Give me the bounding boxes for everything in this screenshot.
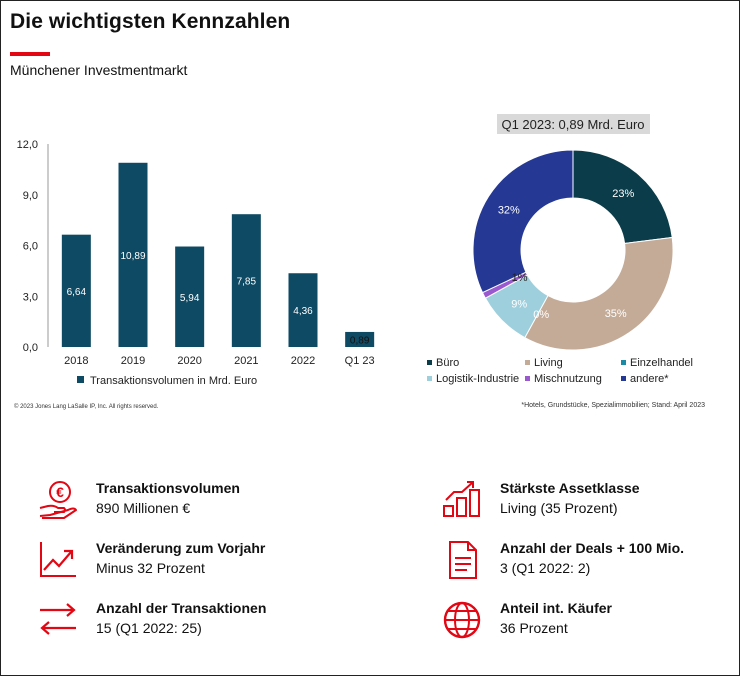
page-title: Die wichtigsten Kennzahlen	[10, 10, 291, 33]
kpi-value: Living (35 Prozent)	[500, 500, 618, 516]
document-icon	[449, 541, 477, 579]
legend-label: Büro	[436, 357, 459, 369]
bar-value-label: 0,89	[350, 335, 370, 346]
bar-value-label: 6,64	[67, 287, 87, 298]
y-tick-label: 6,0	[23, 241, 38, 253]
bar	[175, 246, 205, 347]
bar	[345, 331, 375, 347]
pie-title: Q1 2023: 0,89 Mrd. Euro	[501, 117, 644, 132]
slice-value-label: 32%	[498, 204, 520, 216]
x-tick-label: 2021	[234, 355, 258, 367]
page-subtitle: Münchener Investmentmarkt	[10, 62, 188, 78]
bar-value-label: 5,94	[180, 293, 200, 304]
slice-value-label: 35%	[605, 308, 627, 320]
y-tick-label: 0,0	[23, 342, 38, 354]
legend-label: Einzelhandel	[630, 357, 693, 369]
bar-value-label: 10,89	[120, 251, 145, 262]
legend-label: Logistik-Industrie	[436, 373, 519, 385]
copyright-note: © 2023 Jones Lang LaSalle IP, Inc. All r…	[14, 403, 159, 410]
legend-swatch	[525, 360, 530, 365]
legend-swatch	[427, 360, 432, 365]
bar	[61, 234, 91, 347]
bar	[118, 162, 148, 347]
slice-value-label: 0%	[533, 309, 549, 321]
kpi-label: Anzahl der Transaktionen	[96, 600, 267, 616]
legend-swatch	[525, 376, 530, 381]
kpi-label: Veränderung zum Vorjahr	[96, 540, 266, 556]
x-tick-label: Q1 23	[345, 355, 375, 367]
legend-swatch	[427, 376, 432, 381]
kpi-label: Stärkste Assetklasse	[500, 480, 640, 496]
x-tick-label: 2018	[64, 355, 88, 367]
kpi-value: Minus 32 Prozent	[96, 560, 205, 576]
kpi-label: Anteil int. Käufer	[500, 600, 613, 616]
y-tick-label: 9,0	[23, 190, 38, 202]
kpi-value: 36 Prozent	[500, 620, 568, 636]
slice-value-label: 9%	[511, 299, 527, 311]
legend-label: Living	[534, 357, 563, 369]
slice-value-label: 1%	[512, 272, 528, 284]
pie-footnote: *Hotels, Grundstücke, Spezialimmobilien;…	[521, 402, 705, 409]
legend-swatch	[621, 376, 626, 381]
kpi-label: Transaktionsvolumen	[96, 480, 240, 496]
y-tick-label: 3,0	[23, 291, 38, 303]
bar-chart: 0,0 3,0 6,0 9,0 12,0 6,64 10,89 5,94 7,85 4,36 0,…	[14, 139, 375, 410]
bar	[231, 214, 261, 347]
donut-slice	[524, 236, 674, 351]
kpi-label: Anzahl der Deals + 100 Mio.	[500, 540, 685, 556]
pie-title-box	[497, 114, 650, 134]
donut-chart: Q1 2023: 0,89 Mrd. Euro 23%35%0%9%1%32% …	[427, 114, 705, 409]
growth-bars-icon	[443, 481, 480, 517]
legend-swatch	[621, 360, 626, 365]
trend-chart-icon	[40, 542, 76, 577]
x-tick-label: 2022	[291, 355, 315, 367]
x-tick-label: 2020	[177, 355, 201, 367]
bar-value-label: 7,85	[237, 277, 257, 288]
x-tick-label: 2019	[121, 355, 145, 367]
legend-label: Transaktionsvolumen in Mrd. Euro	[90, 375, 257, 387]
donut-slice	[572, 149, 673, 245]
exchange-arrows-icon	[40, 603, 76, 635]
svg-text:€: €	[56, 484, 64, 500]
legend-label: Mischnutzung	[534, 373, 602, 385]
donut-slice	[472, 149, 574, 294]
kpi-value: 890 Millionen €	[96, 500, 191, 516]
y-tick-label: 12,0	[17, 139, 38, 151]
bar-value-label: 4,36	[293, 306, 313, 317]
legend-swatch	[77, 376, 84, 383]
euro-hand-icon: €	[39, 481, 77, 519]
kpi-value: 3 (Q1 2022: 2)	[500, 560, 591, 576]
globe-icon	[443, 601, 481, 639]
slice-value-label: 23%	[612, 188, 634, 200]
accent-rule	[10, 52, 50, 56]
kpi-value: 15 (Q1 2022: 25)	[96, 620, 202, 636]
legend-label: andere*	[630, 373, 669, 385]
bar	[288, 273, 318, 347]
